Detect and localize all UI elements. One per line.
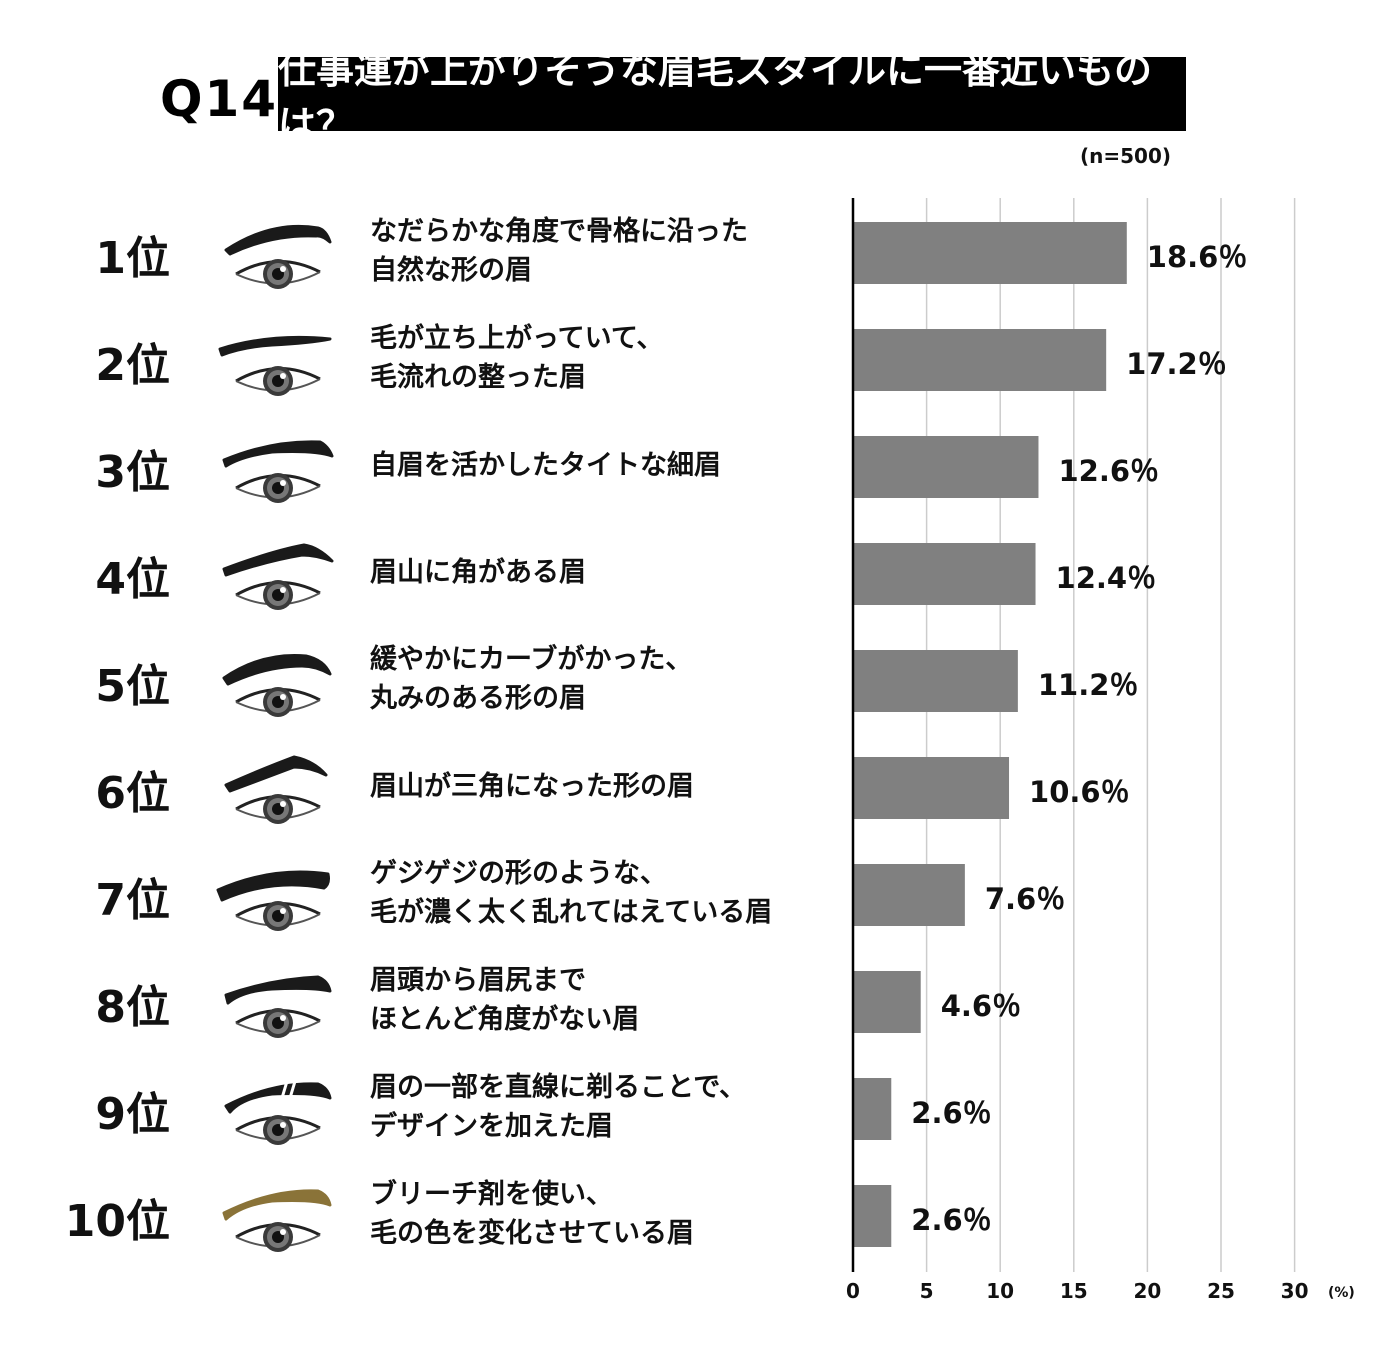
data-label: 12.4％ xyxy=(1056,561,1157,595)
rank-label: 3位 xyxy=(95,447,170,498)
ranking-row: 10位 ブリーチ剤を使い、毛の色を変化させている眉 xyxy=(0,1161,850,1268)
label-line-1: ブリーチ剤を使い、 xyxy=(370,1179,613,1210)
rank-label: 1位 xyxy=(95,233,170,284)
bar xyxy=(853,864,965,926)
label-line-2: デザインを加えた眉 xyxy=(370,1111,613,1142)
eyebrow-illustration-icon xyxy=(212,630,340,726)
label-line-1: 眉頭から眉尻まで xyxy=(370,965,586,996)
label-line-1: なだらかな角度で骨格に沿った xyxy=(370,216,748,247)
label-line-1: 眉山に角がある眉 xyxy=(370,557,586,588)
eyebrow-style-label: 眉山に角がある眉 xyxy=(370,553,586,592)
label-line-1: 眉山が三角になった形の眉 xyxy=(370,771,694,802)
label-line-1: 眉の一部を直線に剃ることで、 xyxy=(370,1072,747,1103)
bar xyxy=(853,971,921,1033)
eyebrow-style-label: ブリーチ剤を使い、毛の色を変化させている眉 xyxy=(370,1175,694,1253)
x-tick-label: 25 xyxy=(1207,1279,1235,1303)
rank-label: 9位 xyxy=(95,1089,170,1140)
eyebrow-style-label: なだらかな角度で骨格に沿った 自然な形の眉 xyxy=(370,212,748,290)
ranking-list: 1位 なだらかな角度で骨格に沿った 自然な形の眉 2位 毛が立ち上がっていて、 毛流れ… xyxy=(0,198,850,1268)
page-title: 仕事運が上がりそうな眉毛スタイルに一番近いものは？ xyxy=(278,48,1186,147)
eyebrow-style-label: 眉頭から眉尻までほとんど角度がない眉 xyxy=(370,961,639,1039)
eyebrow-illustration-icon xyxy=(212,1058,340,1154)
bar xyxy=(853,650,1018,712)
rank-label: 6位 xyxy=(95,768,170,819)
ranking-row: 3位 自眉を活かしたタイトな細眉 xyxy=(0,412,850,519)
eyebrow-style-label: 眉の一部を直線に剃ることで、 デザインを加えた眉 xyxy=(370,1068,746,1146)
ranking-row: 2位 毛が立ち上がっていて、 毛流れの整った眉 xyxy=(0,305,850,412)
label-line-2: 自然な形の眉 xyxy=(370,255,532,286)
data-label: 4.6％ xyxy=(941,989,1021,1023)
x-tick-label: 5 xyxy=(920,1279,934,1303)
bar xyxy=(853,436,1039,498)
data-label: 18.6％ xyxy=(1147,240,1248,274)
x-unit-label: (%) xyxy=(1328,1285,1355,1301)
rank-label: 7位 xyxy=(95,875,170,926)
bar xyxy=(853,1185,892,1247)
x-tick-label: 0 xyxy=(846,1279,860,1303)
rank-label: 5位 xyxy=(95,661,170,712)
eyebrow-style-label: 毛が立ち上がっていて、 毛流れの整った眉 xyxy=(370,319,664,397)
bar xyxy=(853,222,1127,284)
label-line-2: ほとんど角度がない眉 xyxy=(370,1004,640,1035)
x-tick-label: 15 xyxy=(1060,1279,1088,1303)
eyebrow-illustration-icon xyxy=(212,844,340,940)
bar xyxy=(853,543,1036,605)
ranking-row: 9位 眉の一部を直線に剃ることで、 デザインを加えた眉 xyxy=(0,1054,850,1161)
rank-label: 4位 xyxy=(95,554,170,605)
eyebrow-style-label: 緩やかにカーブがかった、 丸みのある形の眉 xyxy=(370,640,692,718)
bar xyxy=(853,757,1010,819)
label-line-1: 毛が立ち上がっていて、 xyxy=(370,323,664,354)
ranking-row: 7位 ゲジゲジの形のような、毛が濃く太く乱れてはえている眉 xyxy=(0,840,850,947)
rank-label: 10位 xyxy=(64,1196,170,1247)
data-label: 17.2％ xyxy=(1126,347,1227,381)
ranking-row: 8位 眉頭から眉尻までほとんど角度がない眉 xyxy=(0,947,850,1054)
data-label: 12.6％ xyxy=(1058,454,1159,488)
eyebrow-style-label: 眉山が三角になった形の眉 xyxy=(370,767,694,806)
label-line-1: ゲジゲジの形のような、 xyxy=(370,858,667,889)
label-line-2: 丸みのある形の眉 xyxy=(370,683,586,714)
sample-size: (n=500) xyxy=(1080,144,1172,168)
bar xyxy=(853,1078,892,1140)
rank-label: 8位 xyxy=(95,982,170,1033)
data-label: 11.2％ xyxy=(1038,668,1139,702)
x-tick-label: 10 xyxy=(986,1279,1014,1303)
eyebrow-style-label: 自眉を活かしたタイトな細眉 xyxy=(370,446,721,485)
ranking-row: 5位 緩やかにカーブがかった、 丸みのある形の眉 xyxy=(0,626,850,733)
label-line-2: 毛の色を変化させている眉 xyxy=(370,1218,694,1249)
eyebrow-illustration-icon xyxy=(212,951,340,1047)
eyebrow-illustration-icon xyxy=(212,1165,340,1261)
data-label: 7.6％ xyxy=(985,882,1065,916)
question-number: Q14 xyxy=(160,70,279,128)
label-line-2: 毛が濃く太く乱れてはえている眉 xyxy=(370,897,773,928)
rank-label: 2位 xyxy=(95,340,170,391)
eyebrow-illustration-icon xyxy=(212,737,340,833)
ranking-row: 1位 なだらかな角度で骨格に沿った 自然な形の眉 xyxy=(0,198,850,305)
title-text: 仕事運が上がりそうな眉毛スタイルに一番近いものは？ xyxy=(278,48,1153,147)
eyebrow-illustration-icon xyxy=(212,202,340,298)
label-line-1: 自眉を活かしたタイトな細眉 xyxy=(370,450,721,481)
eyebrow-illustration-icon xyxy=(212,416,340,512)
eyebrow-illustration-icon xyxy=(212,309,340,405)
data-label: 10.6％ xyxy=(1029,775,1130,809)
x-tick-label: 20 xyxy=(1133,1279,1161,1303)
x-tick-label: 30 xyxy=(1281,1279,1309,1303)
label-line-2: 毛流れの整った眉 xyxy=(370,362,586,393)
ranking-row: 4位 眉山に角がある眉 xyxy=(0,519,850,626)
eyebrow-style-label: ゲジゲジの形のような、毛が濃く太く乱れてはえている眉 xyxy=(370,854,772,932)
eyebrow-illustration-icon xyxy=(212,523,340,619)
data-label: 2.6％ xyxy=(911,1096,991,1130)
bar xyxy=(853,329,1107,391)
data-label: 2.6％ xyxy=(911,1203,991,1237)
ranking-row: 6位 眉山が三角になった形の眉 xyxy=(0,733,850,840)
label-line-1: 緩やかにカーブがかった、 xyxy=(370,644,693,675)
